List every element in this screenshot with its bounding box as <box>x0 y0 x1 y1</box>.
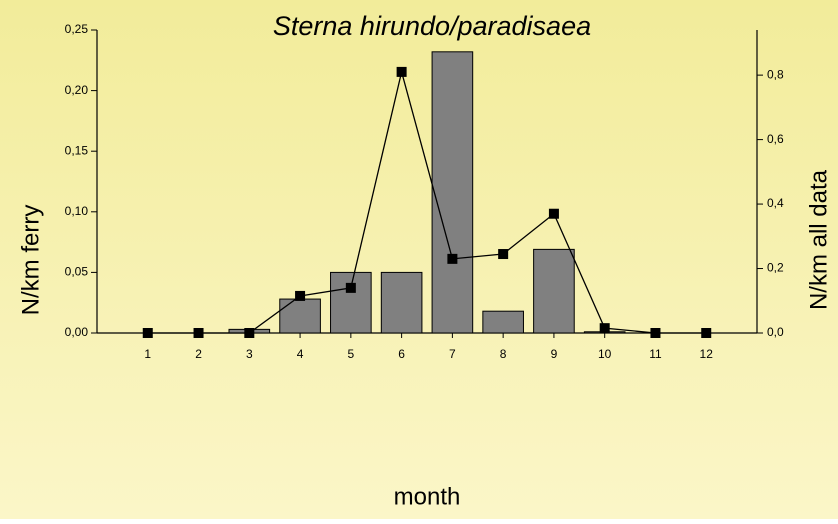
bar <box>431 51 474 334</box>
x-tick-label: 5 <box>348 347 355 361</box>
bar <box>482 310 524 334</box>
y2-tick-label: 0,8 <box>767 67 784 81</box>
y2-tick-label: 0,4 <box>767 196 784 210</box>
marker <box>498 249 509 260</box>
y-tick-label: 0,20 <box>65 83 89 97</box>
marker <box>142 328 153 338</box>
bar <box>380 271 423 334</box>
x-tick-label: 7 <box>449 347 456 361</box>
marker <box>447 253 458 264</box>
x-tick-label: 2 <box>195 347 202 361</box>
x-tick-label: 10 <box>598 347 612 361</box>
bar <box>533 248 575 334</box>
line <box>147 71 707 334</box>
y-axis-label: N/km ferry <box>17 205 44 316</box>
x-tick-label: 8 <box>500 347 507 361</box>
y2-tick-label: 0,6 <box>767 132 784 146</box>
marker <box>650 328 661 338</box>
y-tick-label: 0,00 <box>65 325 89 339</box>
x-tick-label: 11 <box>649 347 662 361</box>
y2-tick-label: 0,2 <box>767 261 784 275</box>
marker <box>193 328 204 338</box>
marker <box>396 66 407 77</box>
x-tick-label: 9 <box>551 347 558 361</box>
y-tick-label: 0,15 <box>65 143 89 157</box>
marker <box>548 208 559 219</box>
x-tick-label: 12 <box>700 347 714 361</box>
x-tick-label: 1 <box>144 347 151 361</box>
x-tick-label: 6 <box>398 347 405 361</box>
marker <box>599 323 610 334</box>
x-axis-label: month <box>394 483 461 510</box>
marker <box>701 328 712 338</box>
marker <box>244 328 255 338</box>
marker <box>345 282 356 293</box>
y2-axis-label: N/km all data <box>805 169 832 310</box>
y2-tick-label: 0,0 <box>767 325 784 339</box>
y-tick-label: 0,05 <box>65 265 89 279</box>
bar <box>279 298 321 334</box>
y-tick-label: 0,25 <box>65 22 89 36</box>
x-tick-label: 3 <box>246 347 253 361</box>
x-tick-label: 4 <box>297 347 304 361</box>
bar <box>330 271 372 334</box>
marker <box>295 290 306 301</box>
chart-title: Sterna hirundo/paradisaea <box>273 11 591 41</box>
y-tick-label: 0,10 <box>65 204 89 218</box>
